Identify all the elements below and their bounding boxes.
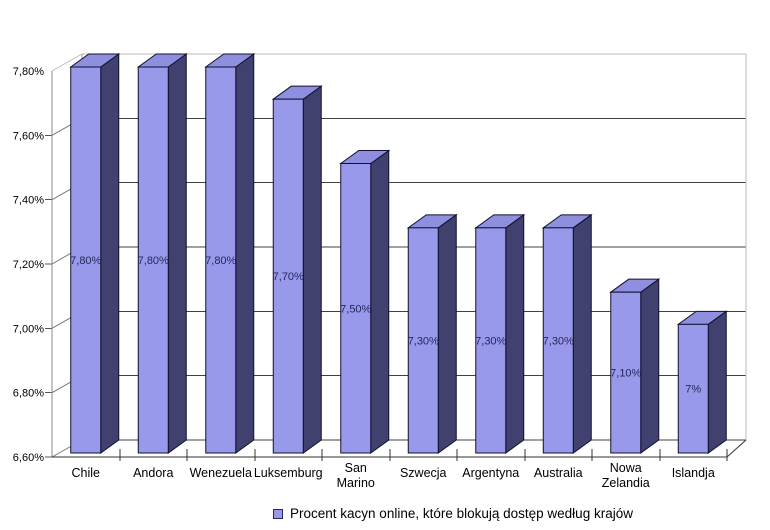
- bar-side-face: [640, 278, 660, 454]
- x-axis-label: Luksemburg: [254, 466, 323, 480]
- bar-side-face: [572, 213, 592, 454]
- y-axis-label: 7,00%: [13, 323, 44, 335]
- bar-side-face: [707, 310, 727, 454]
- bar-value-label: 7,50%: [340, 303, 371, 315]
- x-axis-label: Chile: [72, 466, 101, 480]
- legend-marker-icon: [273, 508, 284, 519]
- bar-chart-svg: 7,80% 7,60% 7,40% 7,20% 7,00% 6,80% 6,60% 7,80%…: [13, 53, 747, 490]
- bar-front-face: [340, 163, 372, 454]
- bar-argentyna: 7,30%: [474, 213, 526, 454]
- bar-front-face: [137, 66, 169, 454]
- bar-value-label: 7,30%: [475, 335, 506, 347]
- bar-front-face: [542, 227, 574, 454]
- bar-front-face: [205, 66, 237, 454]
- bar-andora: 7,80%: [136, 53, 188, 454]
- y-axis-label: 7,60%: [13, 130, 44, 142]
- y-axis-label: 7,40%: [13, 195, 44, 207]
- bar-san-marino: 7,50%: [339, 149, 391, 454]
- bar-islandja: 7%: [676, 310, 728, 454]
- bar-value-label: 7,10%: [610, 368, 641, 380]
- bar-chile: 7,80%: [69, 53, 121, 454]
- bar-side-face: [235, 53, 255, 454]
- bar-australia: 7,30%: [541, 213, 593, 454]
- bar-value-label: 7,80%: [138, 255, 169, 267]
- y-tick-connector: [51, 53, 83, 72]
- y-axis-label: 6,80%: [13, 388, 44, 400]
- x-axis-label: Argentyna: [462, 466, 519, 480]
- bar-value-label: 7%: [685, 384, 701, 396]
- x-axis-label: Andora: [133, 466, 173, 480]
- chart-legend: Procent kacyn online, które blokują dost…: [0, 506, 770, 521]
- bar-side-face: [505, 213, 525, 454]
- bar-side-face: [370, 149, 390, 454]
- bar-front-face: [70, 66, 102, 454]
- bar-side-face: [302, 85, 322, 454]
- y-axis-label: 7,20%: [13, 259, 44, 271]
- bar-value-label: 7,30%: [543, 335, 574, 347]
- bar-luksemburg: 7,70%: [271, 85, 323, 454]
- bar-value-label: 7,30%: [408, 335, 439, 347]
- bar-front-face: [475, 227, 507, 454]
- bar-front-face: [272, 98, 304, 454]
- legend-label: Procent kacyn online, które blokują dost…: [290, 506, 633, 521]
- x-axis-label: San Marino: [337, 461, 375, 490]
- bar-front-face: [407, 227, 439, 454]
- bar-value-label: 7,70%: [273, 271, 304, 283]
- y-axis-label: 6,60%: [13, 452, 44, 464]
- y-axis-label: 7,80%: [13, 66, 44, 78]
- bar-wenezuela: 7,80%: [204, 53, 256, 454]
- bar-side-face: [437, 213, 457, 454]
- bar-front-face: [610, 291, 642, 454]
- bar-nowa-zelandia: 7,10%: [609, 278, 661, 454]
- bar-front-face: [677, 323, 709, 454]
- bar-szwecja: 7,30%: [406, 213, 458, 454]
- x-axis-label: Nowa Zelandia: [602, 461, 650, 490]
- bar-side-face: [100, 53, 120, 454]
- bar-value-label: 7,80%: [205, 255, 236, 267]
- x-axis-label: Wenezuela: [190, 466, 252, 480]
- x-axis-label: Australia: [534, 466, 583, 480]
- bar-value-label: 7,80%: [70, 255, 101, 267]
- x-axis-label: Szwecja: [400, 466, 447, 480]
- floor-right-edge: [726, 439, 747, 458]
- x-axis-label: Islandja: [672, 466, 715, 480]
- bar-side-face: [167, 53, 187, 454]
